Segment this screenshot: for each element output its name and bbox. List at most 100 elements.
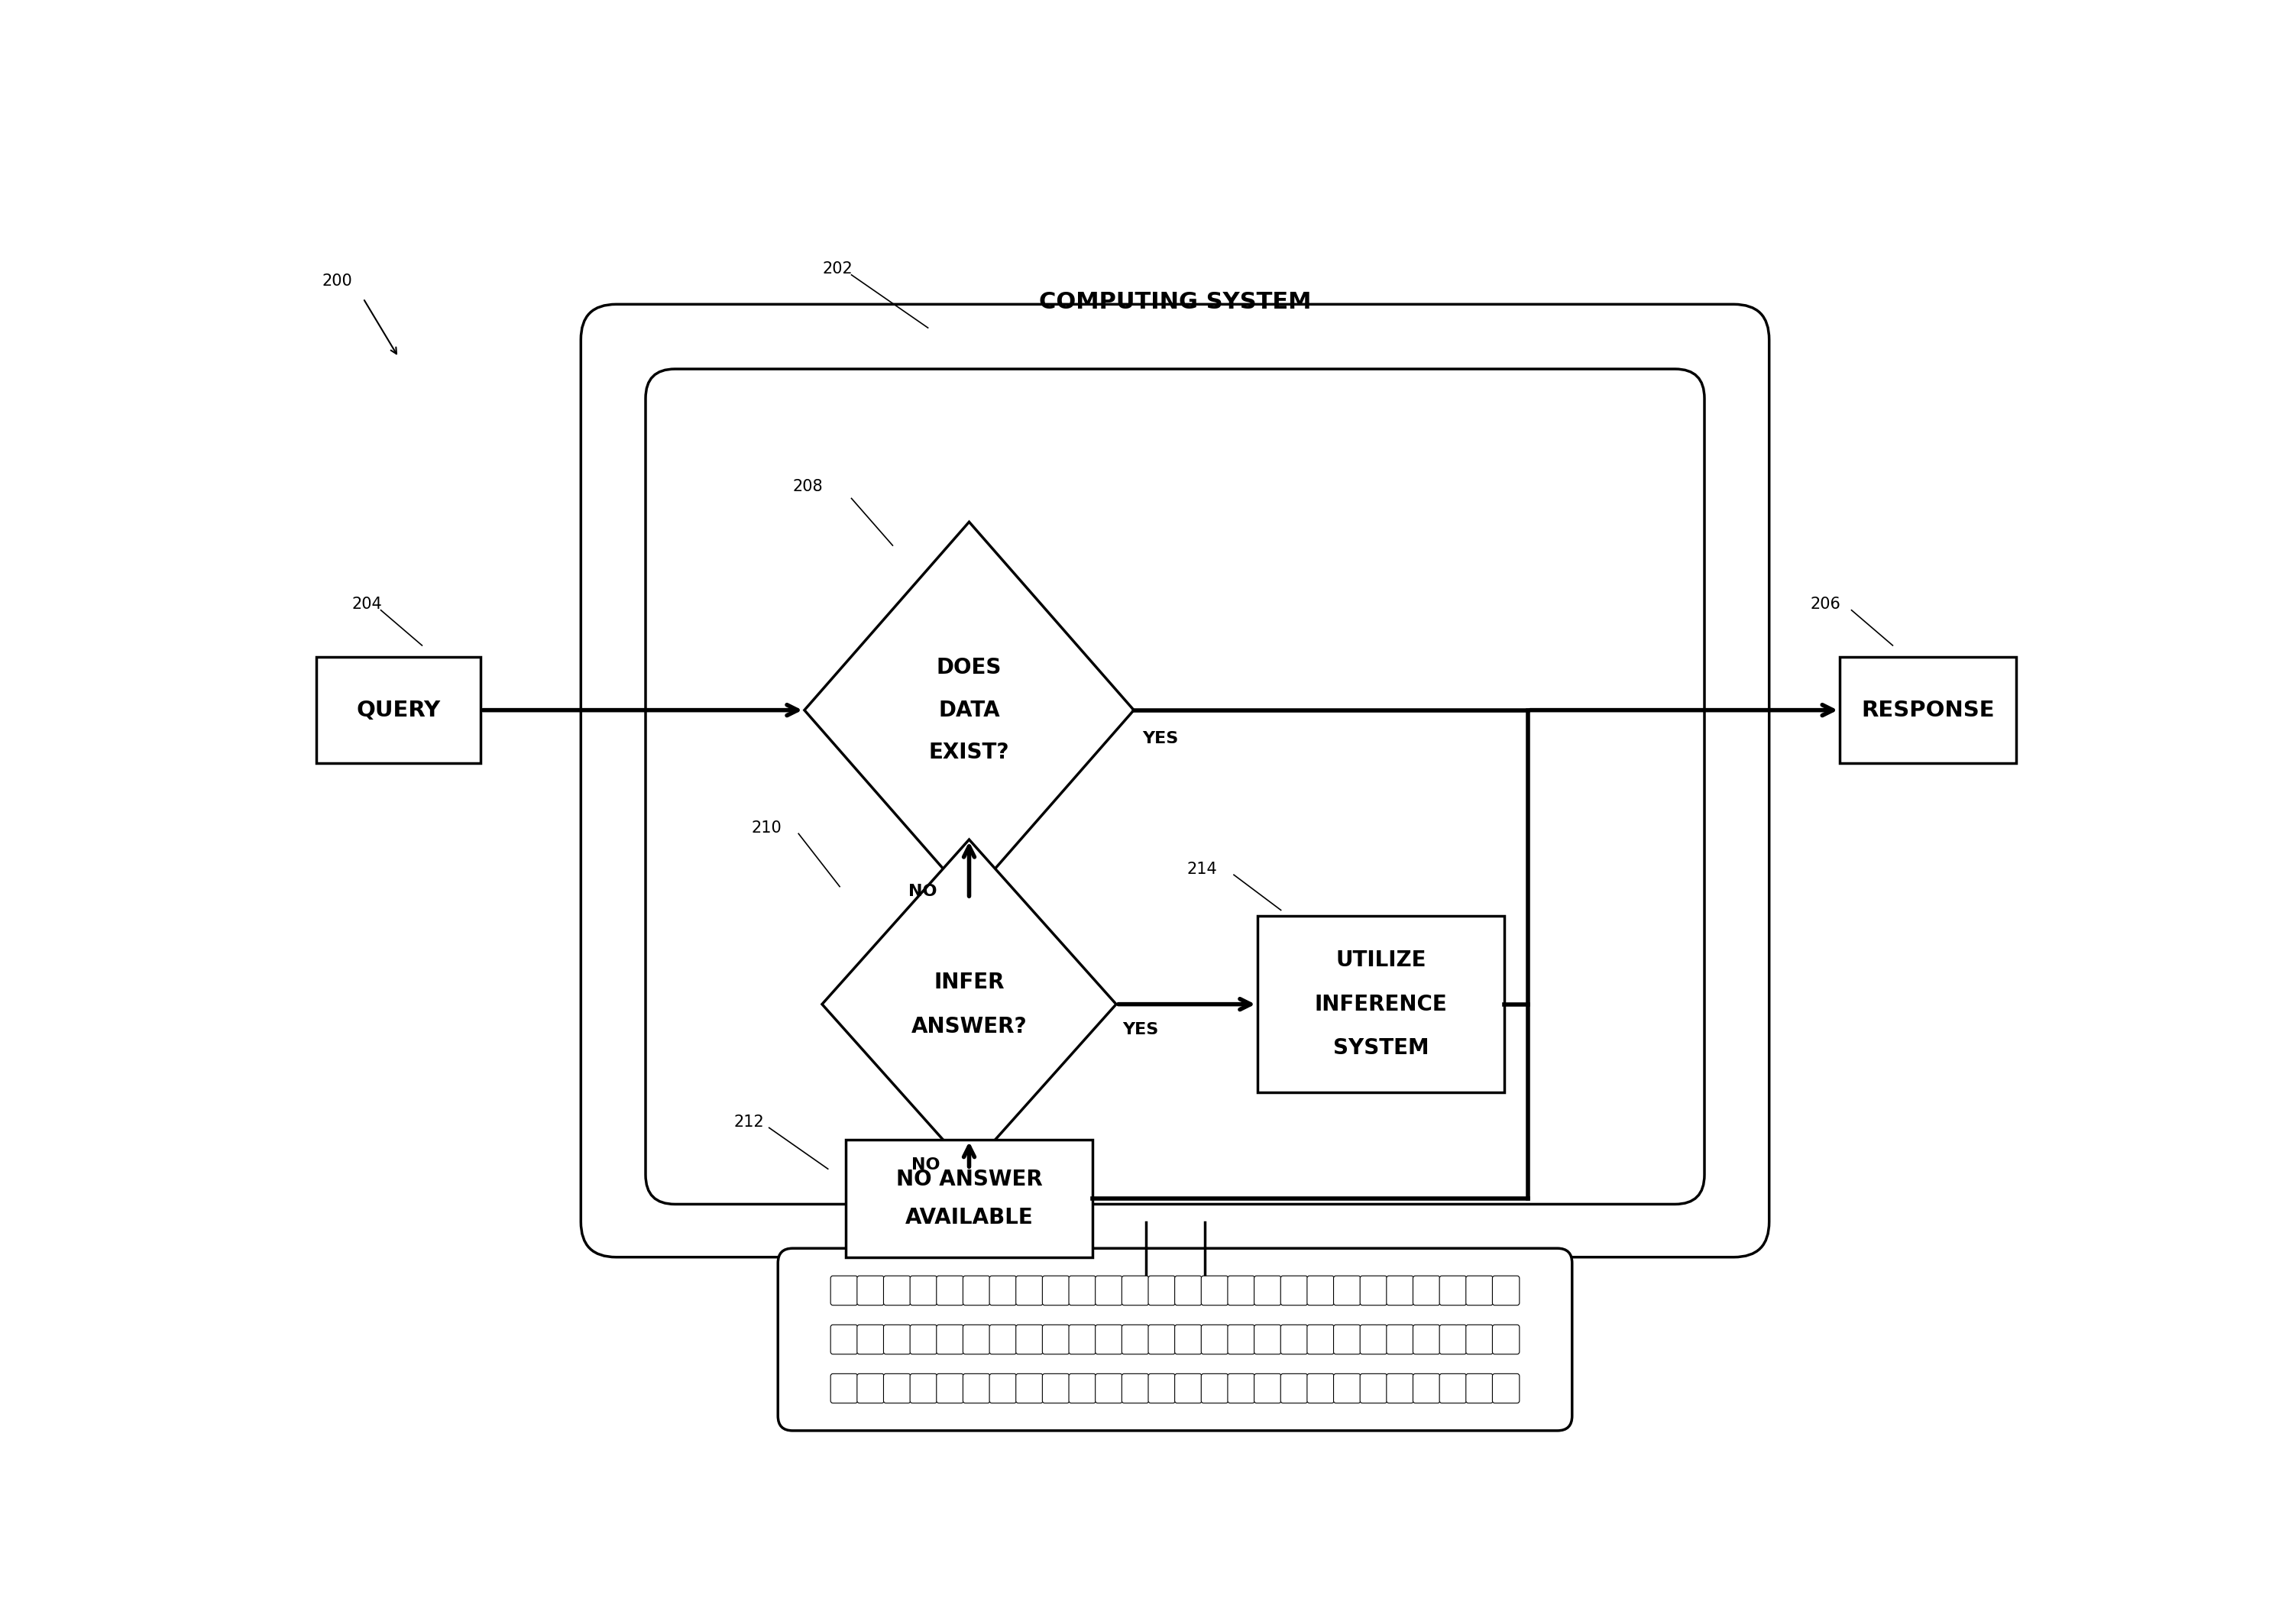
Text: 206: 206 (1811, 596, 1841, 612)
FancyBboxPatch shape (1333, 1325, 1361, 1354)
FancyBboxPatch shape (1017, 1276, 1042, 1306)
FancyBboxPatch shape (1439, 1276, 1467, 1306)
FancyBboxPatch shape (1122, 1325, 1150, 1354)
FancyBboxPatch shape (1281, 1374, 1308, 1403)
FancyBboxPatch shape (1253, 1374, 1281, 1403)
Text: INFERENCE: INFERENCE (1315, 994, 1448, 1015)
Bar (317, 658, 482, 763)
Text: NO: NO (911, 1158, 939, 1173)
FancyBboxPatch shape (1467, 1276, 1494, 1306)
FancyBboxPatch shape (964, 1325, 989, 1354)
FancyBboxPatch shape (1148, 1374, 1175, 1403)
FancyBboxPatch shape (1414, 1325, 1439, 1354)
FancyBboxPatch shape (911, 1325, 936, 1354)
FancyBboxPatch shape (1175, 1325, 1203, 1354)
FancyBboxPatch shape (936, 1325, 964, 1354)
FancyBboxPatch shape (1386, 1374, 1414, 1403)
FancyBboxPatch shape (911, 1276, 936, 1306)
FancyBboxPatch shape (1414, 1276, 1439, 1306)
Text: 214: 214 (1187, 861, 1216, 877)
FancyBboxPatch shape (1253, 1325, 1281, 1354)
FancyBboxPatch shape (1439, 1374, 1467, 1403)
FancyBboxPatch shape (936, 1276, 964, 1306)
FancyBboxPatch shape (1122, 1374, 1150, 1403)
FancyBboxPatch shape (1095, 1276, 1122, 1306)
FancyBboxPatch shape (1386, 1276, 1414, 1306)
Text: COMPUTING SYSTEM: COMPUTING SYSTEM (1040, 291, 1310, 313)
Bar (1841, 658, 2017, 763)
FancyBboxPatch shape (1017, 1325, 1042, 1354)
FancyBboxPatch shape (1228, 1374, 1255, 1403)
Text: 210: 210 (750, 820, 783, 835)
FancyBboxPatch shape (1200, 1325, 1228, 1354)
FancyBboxPatch shape (1042, 1276, 1069, 1306)
FancyBboxPatch shape (1414, 1374, 1439, 1403)
Text: RESPONSE: RESPONSE (1861, 700, 1994, 721)
Text: 204: 204 (351, 596, 381, 612)
FancyBboxPatch shape (1281, 1276, 1308, 1306)
FancyBboxPatch shape (1017, 1374, 1042, 1403)
FancyBboxPatch shape (884, 1325, 911, 1354)
FancyBboxPatch shape (1148, 1325, 1175, 1354)
FancyBboxPatch shape (1361, 1325, 1386, 1354)
FancyBboxPatch shape (1492, 1325, 1519, 1354)
FancyBboxPatch shape (1467, 1325, 1494, 1354)
FancyBboxPatch shape (1386, 1325, 1414, 1354)
FancyBboxPatch shape (1175, 1374, 1203, 1403)
FancyBboxPatch shape (856, 1276, 884, 1306)
Text: DATA: DATA (939, 700, 1001, 721)
FancyBboxPatch shape (1361, 1374, 1386, 1403)
FancyBboxPatch shape (645, 369, 1705, 1205)
FancyBboxPatch shape (964, 1374, 989, 1403)
Text: 202: 202 (822, 261, 851, 276)
FancyBboxPatch shape (1439, 1325, 1467, 1354)
FancyBboxPatch shape (884, 1276, 911, 1306)
FancyBboxPatch shape (1122, 1276, 1150, 1306)
Polygon shape (822, 840, 1115, 1169)
FancyBboxPatch shape (884, 1374, 911, 1403)
FancyBboxPatch shape (1200, 1276, 1228, 1306)
Text: YES: YES (1122, 1021, 1159, 1038)
FancyBboxPatch shape (1308, 1325, 1333, 1354)
FancyBboxPatch shape (1175, 1276, 1203, 1306)
FancyBboxPatch shape (831, 1325, 858, 1354)
FancyBboxPatch shape (1333, 1374, 1361, 1403)
FancyBboxPatch shape (964, 1276, 989, 1306)
FancyBboxPatch shape (1308, 1276, 1333, 1306)
FancyBboxPatch shape (1253, 1276, 1281, 1306)
Polygon shape (806, 521, 1134, 898)
FancyBboxPatch shape (1281, 1325, 1308, 1354)
Text: DOES: DOES (936, 658, 1001, 679)
FancyBboxPatch shape (1228, 1276, 1255, 1306)
Bar (845, 1140, 1092, 1257)
FancyBboxPatch shape (1042, 1325, 1069, 1354)
FancyBboxPatch shape (581, 304, 1769, 1257)
FancyBboxPatch shape (989, 1374, 1017, 1403)
FancyBboxPatch shape (831, 1276, 858, 1306)
Text: UTILIZE: UTILIZE (1336, 950, 1425, 971)
Text: QUERY: QUERY (356, 700, 441, 721)
Text: AVAILABLE: AVAILABLE (904, 1207, 1033, 1228)
FancyBboxPatch shape (1492, 1374, 1519, 1403)
Text: NO: NO (909, 883, 936, 900)
FancyBboxPatch shape (936, 1374, 964, 1403)
FancyBboxPatch shape (1069, 1374, 1097, 1403)
Text: INFER: INFER (934, 971, 1005, 992)
FancyBboxPatch shape (1095, 1374, 1122, 1403)
FancyBboxPatch shape (1042, 1374, 1069, 1403)
FancyBboxPatch shape (1095, 1325, 1122, 1354)
Text: 208: 208 (792, 479, 824, 494)
Text: EXIST?: EXIST? (929, 742, 1010, 763)
Bar (1258, 916, 1506, 1093)
Text: 212: 212 (734, 1114, 764, 1130)
FancyBboxPatch shape (1069, 1276, 1097, 1306)
FancyBboxPatch shape (778, 1249, 1572, 1431)
FancyBboxPatch shape (1492, 1276, 1519, 1306)
Text: SYSTEM: SYSTEM (1333, 1038, 1430, 1059)
FancyBboxPatch shape (989, 1276, 1017, 1306)
FancyBboxPatch shape (831, 1374, 858, 1403)
FancyBboxPatch shape (1308, 1374, 1333, 1403)
FancyBboxPatch shape (1228, 1325, 1255, 1354)
FancyBboxPatch shape (1333, 1276, 1361, 1306)
FancyBboxPatch shape (1069, 1325, 1097, 1354)
